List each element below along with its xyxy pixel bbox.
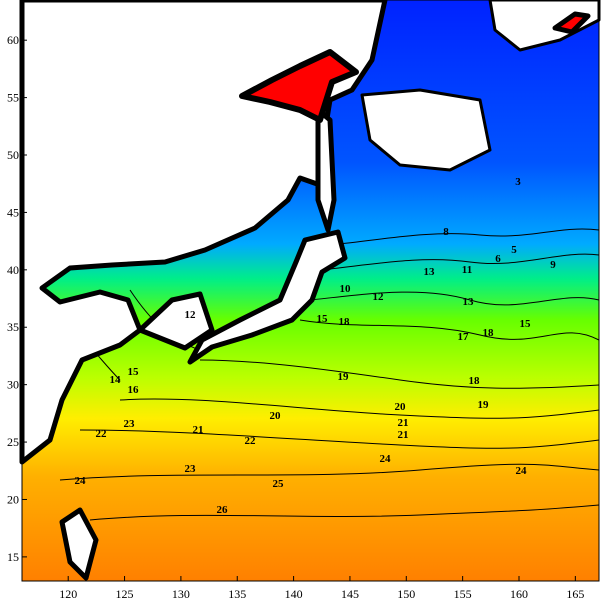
contour-label: 15 xyxy=(128,366,140,378)
x-tick-label: 125 xyxy=(116,587,134,601)
contour-label: 12 xyxy=(185,309,197,321)
contour-label: 10 xyxy=(340,283,352,295)
y-tick-label: 45 xyxy=(7,205,19,219)
contour-label: 20 xyxy=(395,401,407,413)
contour-label: 18 xyxy=(469,375,481,387)
y-tick-label: 20 xyxy=(7,492,19,506)
contour-label: 23 xyxy=(124,418,136,430)
x-tick-label: 160 xyxy=(510,587,528,601)
contour-label: 22 xyxy=(245,435,257,447)
x-tick-label: 155 xyxy=(454,587,472,601)
x-tick-label: 135 xyxy=(228,587,246,601)
contour-label: 14 xyxy=(110,374,122,386)
frame xyxy=(21,0,600,582)
contour-label: 9 xyxy=(550,259,556,271)
contour-label: 21 xyxy=(398,429,409,441)
contour-label: 15 xyxy=(520,318,532,330)
contour-label: 5 xyxy=(511,244,517,256)
contour-label: 19 xyxy=(478,399,490,411)
contour-label: 13 xyxy=(424,266,436,278)
x-tick-label: 140 xyxy=(285,587,303,601)
y-tick-label: 55 xyxy=(7,91,19,105)
x-tick-label: 150 xyxy=(397,587,415,601)
y-tick-label: 15 xyxy=(7,550,19,564)
contour-label: 12 xyxy=(373,291,385,303)
contour-label: 8 xyxy=(443,226,449,238)
contour-label: 6 xyxy=(495,253,501,265)
contour-label: 24 xyxy=(516,465,528,477)
x-tick-label: 165 xyxy=(566,587,584,601)
contour-label: 17 xyxy=(458,331,470,343)
contour-label: 20 xyxy=(270,410,282,422)
contour-label: 24 xyxy=(75,475,87,487)
contour-label: 24 xyxy=(380,453,392,465)
contour-label: 26 xyxy=(217,504,229,516)
contour-label: 25 xyxy=(273,478,285,490)
x-tick-label: 120 xyxy=(59,587,77,601)
y-tick-label: 50 xyxy=(7,148,19,162)
contour-label: 19 xyxy=(338,371,350,383)
contour-label: 23 xyxy=(185,463,197,475)
y-tick-label: 35 xyxy=(7,320,19,334)
contour-label: 21 xyxy=(193,424,204,436)
y-tick-label: 60 xyxy=(7,33,19,47)
contour-label: 15 xyxy=(317,313,329,325)
contour-label: 3 xyxy=(515,176,521,188)
y-tick-label: 30 xyxy=(7,378,19,392)
x-tick-label: 130 xyxy=(172,587,190,601)
contour-label: 18 xyxy=(339,316,351,328)
contour-label: 22 xyxy=(96,428,108,440)
land xyxy=(19,0,601,581)
y-tick-label: 25 xyxy=(7,435,19,449)
contour-label: 18 xyxy=(483,327,495,339)
y-tick-label: 40 xyxy=(7,263,19,277)
contour-label: 11 xyxy=(462,264,472,276)
contour-label: 21 xyxy=(398,417,409,429)
contour-label: 13 xyxy=(463,296,475,308)
x-tick-label: 145 xyxy=(341,587,359,601)
contour-label: 16 xyxy=(128,384,140,396)
